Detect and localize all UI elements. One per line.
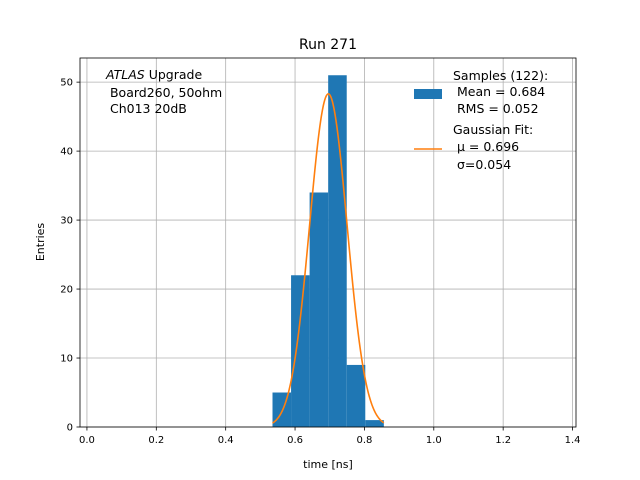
chart-title: Run 271 (299, 37, 357, 53)
histogram-bars (272, 75, 384, 428)
legend: Samples (122): Mean = 0.684 RMS = 0.052 … (414, 68, 548, 172)
legend-samples-mean: Mean = 0.684 (453, 84, 545, 99)
x-tick-label: 0.0 (79, 435, 95, 446)
histogram-bar (309, 192, 329, 427)
y-tick-label: 50 (60, 78, 73, 89)
gaussian-fit-curve (272, 93, 385, 424)
x-tick-label: 0.4 (218, 435, 234, 446)
legend-samples-rms: RMS = 0.052 (453, 101, 539, 116)
gaussian-fit (272, 93, 385, 424)
annotation-line-3: Ch013 20dB (106, 101, 187, 116)
histogram-bar (365, 420, 384, 427)
annotation-upgrade: Upgrade (145, 67, 203, 82)
legend-fit-sigma: σ=0.054 (453, 157, 511, 172)
x-axis-ticks: 0.0 0.2 0.4 0.6 0.8 1.0 1.2 1.4 (79, 427, 581, 446)
histogram-bar (291, 275, 310, 427)
annotation-block: ATLAS Upgrade Board260, 50ohm Ch013 20dB (105, 67, 222, 116)
legend-swatch-samples (414, 89, 442, 99)
x-tick-label: 0.8 (356, 435, 372, 446)
legend-fit-mu: μ = 0.696 (453, 139, 519, 154)
y-tick-label: 0 (67, 423, 73, 434)
y-tick-label: 20 (60, 285, 73, 296)
x-tick-label: 0.6 (287, 435, 303, 446)
y-tick-label: 40 (60, 147, 73, 158)
y-axis-label: Entries (34, 223, 47, 262)
plot-frame (79, 57, 577, 428)
x-tick-label: 1.4 (565, 435, 581, 446)
histogram-bar (328, 75, 347, 428)
y-axis-ticks: 0 10 20 30 40 50 (60, 78, 80, 434)
y-tick-label: 30 (60, 216, 73, 227)
legend-fit-label: Gaussian Fit: (453, 122, 533, 137)
annotation-line-1: ATLAS Upgrade (105, 67, 202, 82)
y-tick-label: 10 (60, 354, 73, 365)
annotation-line-2: Board260, 50ohm (106, 85, 222, 100)
atlas-label: ATLAS (105, 67, 145, 82)
histogram-bar (346, 364, 366, 427)
legend-samples-label: Samples (122): (453, 68, 548, 83)
x-tick-label: 1.2 (495, 435, 511, 446)
x-axis-label: time [ns] (303, 458, 353, 471)
x-tick-label: 0.2 (148, 435, 164, 446)
x-tick-label: 1.0 (426, 435, 442, 446)
